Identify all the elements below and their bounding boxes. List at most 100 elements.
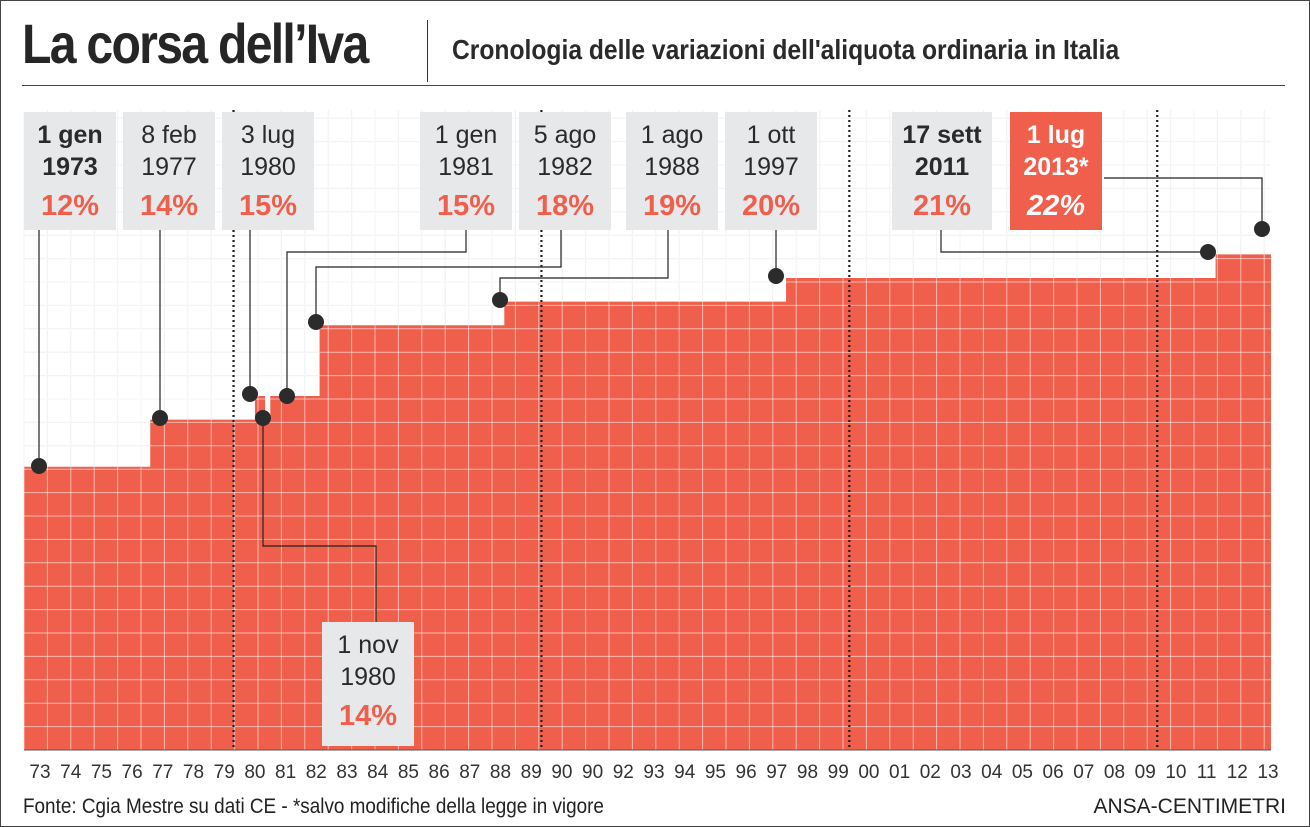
annotation-value: 15%	[437, 190, 495, 222]
annotation-value: 20%	[742, 190, 800, 222]
x-tick-label: 77	[152, 762, 173, 783]
annotation-box	[626, 112, 718, 230]
annotation-date-day: 1 nov	[337, 631, 399, 659]
change-point-dot	[308, 314, 324, 330]
leader-line	[286, 230, 467, 396]
annotation-value: 14%	[140, 190, 198, 222]
change-point-dot	[255, 410, 271, 426]
vat-rate-area	[24, 230, 1271, 751]
annotation-value: 18%	[536, 190, 594, 222]
change-point-dot	[1200, 244, 1216, 260]
x-tick-label: 13	[1257, 762, 1278, 783]
chart-subtitle: Cronologia delle variazioni dell'aliquot…	[452, 34, 1120, 65]
annotation-box	[519, 112, 611, 230]
x-tick-label: 97	[766, 762, 787, 783]
x-tick-label: 88	[490, 762, 511, 783]
x-tick-label: 82	[306, 762, 327, 783]
change-point-dot	[152, 410, 168, 426]
x-tick-label: 80	[244, 762, 265, 783]
annotation-date-year: 1988	[644, 153, 700, 181]
annotation-date-year: 1997	[743, 153, 799, 181]
x-tick-label: 73	[29, 762, 50, 783]
annotation-box	[725, 112, 817, 230]
header-rule	[22, 85, 1285, 86]
x-tick-label: 94	[674, 762, 696, 783]
x-tick-label: 84	[367, 762, 389, 783]
leader-line	[262, 418, 377, 622]
annotation-value: 22%	[1026, 190, 1085, 222]
x-tick-label: 79	[214, 762, 235, 783]
x-tick-label: 95	[705, 762, 726, 783]
leader-line	[315, 230, 562, 322]
change-point-dot	[242, 386, 258, 402]
chart-title: La corsa dell’Iva	[22, 12, 369, 75]
annotation-date-day: 1 ago	[641, 121, 704, 149]
leader-line	[940, 230, 1208, 253]
annotation-box	[892, 112, 992, 230]
annotation-box	[222, 112, 314, 230]
annotation-date-year: 1982	[537, 153, 593, 181]
annotation-box	[1010, 112, 1102, 230]
annotation-date-year: 2013*	[1023, 153, 1089, 181]
title-divider	[427, 20, 428, 82]
annotation-date-day: 17 sett	[902, 121, 982, 149]
x-tick-label: 89	[521, 762, 542, 783]
annotation-box	[420, 112, 512, 230]
x-tick-label: 92	[613, 762, 634, 783]
annotation-date-year: 1973	[42, 153, 98, 181]
x-tick-label: 04	[981, 762, 1003, 783]
x-tick-label: 01	[889, 762, 910, 783]
annotation-box	[123, 112, 215, 230]
x-tick-label: 03	[950, 762, 971, 783]
x-tick-label: 85	[398, 762, 419, 783]
annotation-date-year: 1980	[340, 663, 396, 691]
x-tick-label: 11	[1197, 762, 1217, 783]
x-tick-label: 07	[1073, 762, 1094, 783]
change-point-dot	[1254, 221, 1270, 237]
leader-line	[1104, 177, 1263, 229]
x-tick-label: 02	[920, 762, 941, 783]
annotation-date-day: 5 ago	[534, 121, 597, 149]
annotation-value: 19%	[643, 190, 701, 222]
x-tick-label: 74	[60, 762, 82, 783]
change-point-dot	[279, 388, 295, 404]
annotation-box	[322, 622, 414, 746]
change-point-dot	[31, 458, 47, 474]
x-tick-label: 08	[1104, 762, 1125, 783]
annotation-date-day: 1 gen	[37, 121, 102, 149]
x-tick-label: 10	[1165, 762, 1186, 783]
annotation-date-day: 1 gen	[435, 121, 498, 149]
x-tick-label: 96	[736, 762, 757, 783]
annotation-date-day: 3 lug	[241, 121, 295, 149]
x-tick-label: 87	[459, 762, 480, 783]
x-tick-label: 93	[643, 762, 664, 783]
source-note: Fonte: Cgia Mestre su dati CE - *salvo m…	[23, 795, 604, 818]
x-tick-label: 86	[429, 762, 450, 783]
annotation-date-year: 1977	[141, 153, 197, 181]
annotation-date-day: 1 lug	[1027, 121, 1085, 149]
annotation-value: 15%	[239, 190, 297, 222]
x-tick-label: 76	[122, 762, 143, 783]
x-tick-label: 78	[183, 762, 204, 783]
credit-label: ANSA-CENTIMETRI	[1093, 795, 1286, 818]
x-tick-label: 09	[1135, 762, 1156, 783]
x-tick-label: 00	[858, 762, 879, 783]
annotation-date-day: 1 ott	[747, 121, 796, 149]
change-point-dot	[768, 268, 784, 284]
annotation-value: 12%	[41, 190, 99, 222]
x-tick-label: 75	[91, 762, 112, 783]
x-tick-label: 90	[582, 762, 603, 783]
x-tick-label: 06	[1043, 762, 1064, 783]
x-tick-label: 12	[1227, 762, 1248, 783]
leader-line	[499, 230, 669, 300]
x-tick-label: 90	[551, 762, 572, 783]
annotation-date-day: 8 feb	[141, 121, 197, 149]
annotation-box	[24, 112, 116, 230]
change-point-dot	[492, 292, 508, 308]
annotation-value: 21%	[913, 190, 971, 222]
x-tick-label: 98	[797, 762, 818, 783]
x-tick-label: 05	[1012, 762, 1033, 783]
x-tick-label: 81	[275, 762, 296, 783]
annotation-date-year: 1980	[240, 153, 296, 181]
